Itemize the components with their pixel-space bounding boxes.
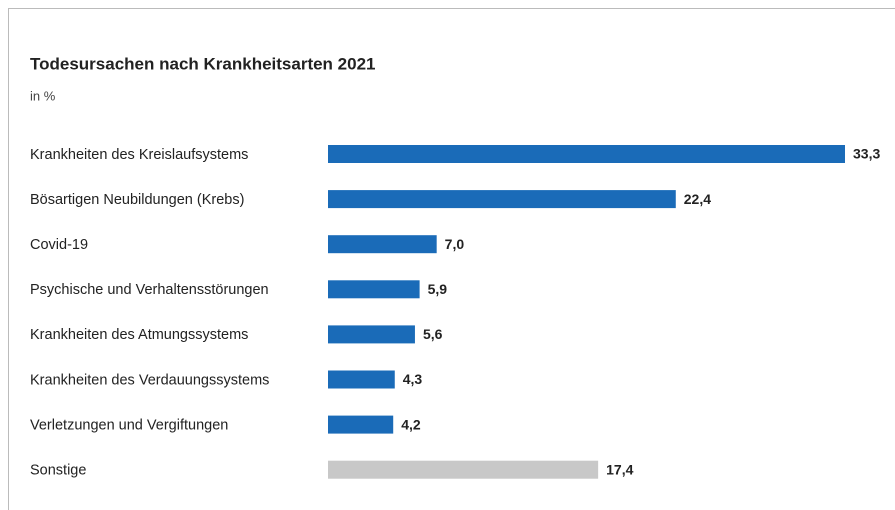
value-label: 4,3 [403, 371, 423, 387]
bar [328, 460, 599, 479]
value-label: 33,3 [853, 146, 880, 162]
value-label: 4,2 [401, 416, 421, 432]
category-label: Krankheiten des Verdauungssystems [30, 372, 269, 388]
value-label: 7,0 [445, 236, 465, 252]
bar [328, 370, 395, 389]
bar [328, 415, 394, 434]
value-label: 17,4 [606, 461, 633, 477]
bar [328, 235, 437, 254]
category-label: Krankheiten des Atmungssystems [30, 327, 248, 343]
value-label: 22,4 [684, 191, 711, 207]
category-label: Sonstige [30, 463, 86, 479]
value-label: 5,9 [428, 281, 448, 297]
category-label: Psychische und Verhaltensstörungen [30, 282, 269, 298]
bar [328, 280, 420, 299]
category-label: Covid-19 [30, 237, 88, 253]
category-label: Krankheiten des Kreislaufsystems [30, 147, 248, 163]
value-label: 5,6 [423, 326, 443, 342]
bar [328, 325, 415, 344]
category-label: Bösartigen Neubildungen (Krebs) [30, 192, 244, 208]
bar [328, 190, 676, 209]
chart-subtitle: in % [30, 88, 56, 103]
chart-title: Todesursachen nach Krankheitsarten 2021 [30, 54, 376, 73]
category-label: Verletzungen und Vergiftungen [30, 417, 228, 433]
bar [328, 145, 845, 163]
